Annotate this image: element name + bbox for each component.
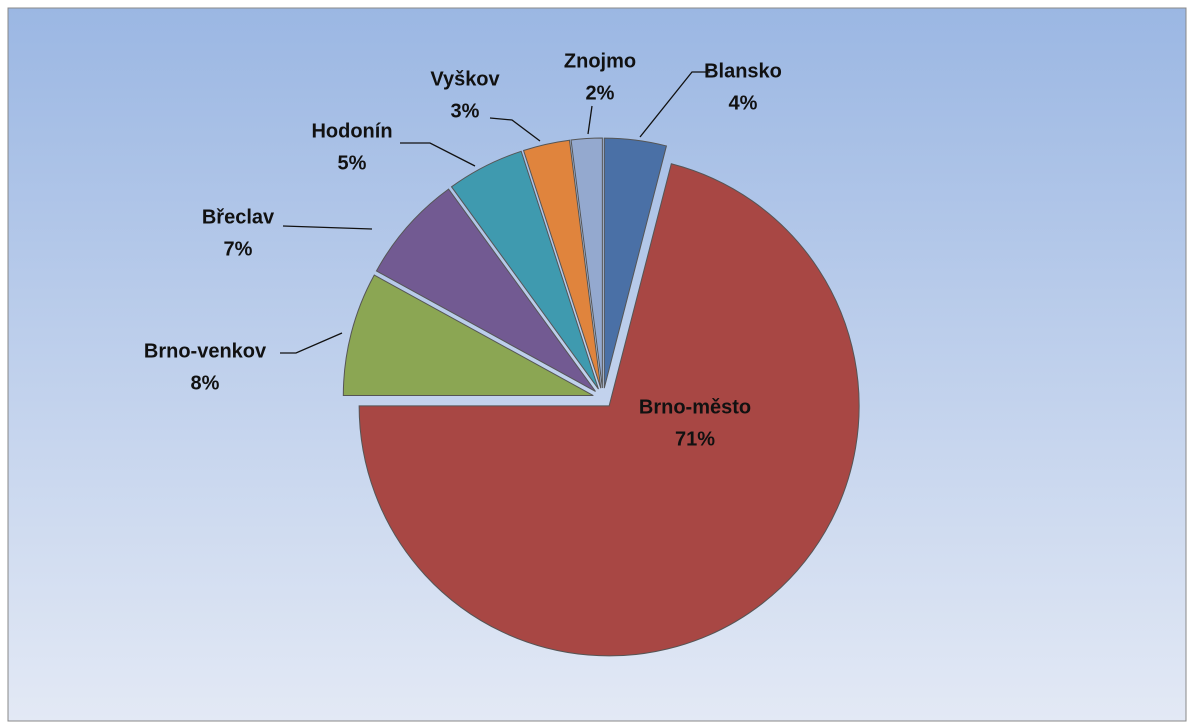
pie-slice: [570, 137, 603, 389]
slice-label: Znojmo: [564, 50, 636, 72]
slice-label: Brno-venkov: [144, 340, 267, 362]
pie-slice: [450, 150, 599, 390]
slice-label: Hodonín: [311, 120, 392, 142]
value-label: 2%: [586, 82, 615, 104]
value-label: 71%: [675, 428, 715, 450]
value-label: 5%: [338, 152, 367, 174]
slice-label: Brno-město: [639, 396, 751, 418]
pie-slice: [375, 188, 596, 392]
value-label: 7%: [224, 238, 253, 260]
pie-slice: [522, 139, 602, 389]
value-label: 3%: [451, 100, 480, 122]
slice-label: Blansko: [704, 60, 782, 82]
leader-line: [280, 332, 343, 354]
leader-line: [282, 225, 373, 230]
value-label: 8%: [191, 372, 220, 394]
pie-slice: [603, 137, 668, 389]
slice-label: Vyškov: [430, 68, 500, 90]
leader-line: [400, 142, 476, 167]
leader-line: [587, 105, 593, 135]
pie-slice: [358, 163, 860, 657]
leader-line: [489, 117, 541, 142]
value-label: 4%: [729, 92, 758, 114]
leader-line: [639, 71, 710, 138]
slice-label: Břeclav: [202, 206, 275, 228]
pie-slice: [342, 274, 594, 397]
